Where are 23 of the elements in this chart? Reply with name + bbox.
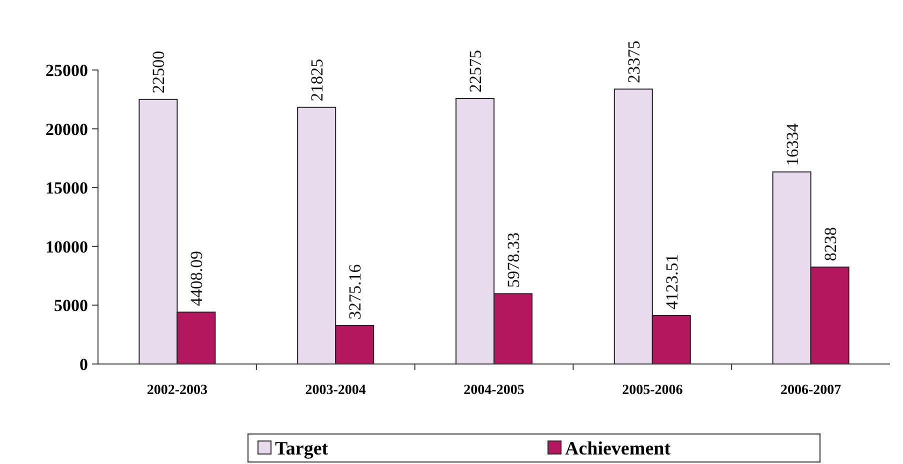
legend-label: Achievement (565, 438, 672, 460)
y-tick-label: 10000 (46, 237, 88, 256)
y-tick-label: 20000 (46, 120, 88, 139)
data-label: 5978.33 (504, 232, 523, 288)
data-label: 4408.09 (187, 250, 206, 306)
x-tick-label: 2005-2006 (622, 383, 683, 398)
data-label: 16334 (782, 122, 802, 166)
legend-label: Target (275, 438, 329, 460)
data-label: 23375 (624, 40, 644, 84)
x-tick-label: 2004-2005 (464, 383, 524, 398)
data-label: 22575 (466, 50, 485, 93)
x-tick-label: 2002-2003 (146, 383, 208, 398)
data-label: 21825 (308, 58, 327, 102)
data-label: 4123.51 (662, 254, 682, 310)
x-tick-label: 2003-2004 (305, 383, 366, 398)
y-tick-label: 15000 (46, 178, 88, 198)
x-tick-label: 2006-2007 (780, 383, 842, 398)
y-tick-label: 25000 (46, 60, 88, 80)
y-tick-label: 5000 (54, 296, 88, 316)
data-label: 22500 (149, 50, 168, 94)
data-label: 3275.16 (346, 264, 365, 320)
data-label: 8238 (820, 227, 840, 262)
y-tick-label: 0 (80, 354, 88, 374)
